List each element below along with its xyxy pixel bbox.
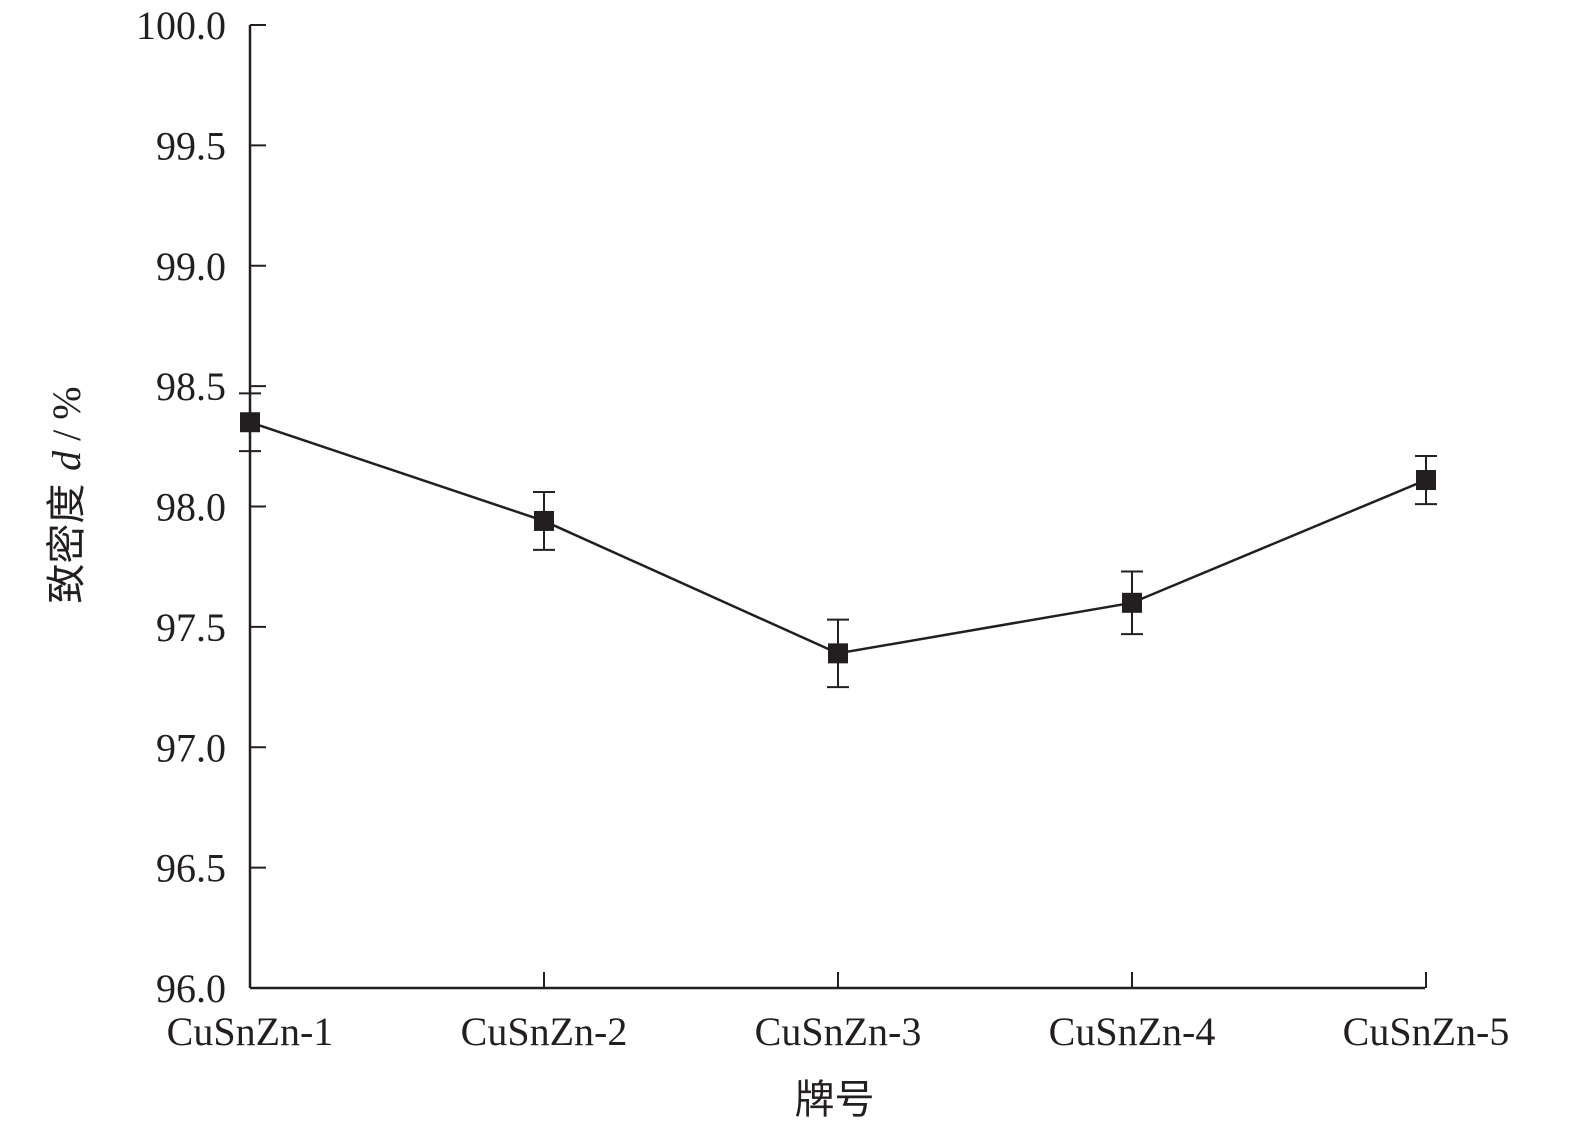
y-tick-label: 100.0 bbox=[136, 3, 226, 48]
y-tick-label: 97.0 bbox=[156, 725, 226, 770]
series-density bbox=[239, 392, 1437, 689]
data-point-marker bbox=[240, 412, 260, 433]
data-point-marker bbox=[1416, 470, 1436, 491]
y-tick-label: 99.5 bbox=[156, 123, 226, 168]
x-tick-label: CuSnZn-4 bbox=[1049, 1009, 1216, 1054]
y-tick-label: 97.5 bbox=[156, 605, 226, 650]
y-tick-label: 99.0 bbox=[156, 244, 226, 289]
x-axis-title: 牌号 bbox=[795, 1077, 875, 1123]
y-tick-label: 96.0 bbox=[156, 966, 226, 1011]
x-axis-ticks: CuSnZn-1 CuSnZn-2 CuSnZn-3 CuSnZn-4 CuSnZn-5 bbox=[167, 972, 1510, 1054]
x-tick-label: CuSnZn-1 bbox=[167, 1009, 334, 1054]
x-tick-label: CuSnZn-2 bbox=[461, 1009, 628, 1054]
y-tick-label: 98.0 bbox=[156, 485, 226, 530]
y-axis-title-prefix: 致密度 bbox=[44, 471, 90, 604]
y-tick-label: 96.5 bbox=[156, 846, 226, 891]
y-axis-ticks: 96.0 96.5 97.0 97.5 98.0 98.5 99.0 99.5 100.0 bbox=[136, 3, 266, 1011]
x-tick-label: CuSnZn-5 bbox=[1343, 1009, 1510, 1054]
y-axis-title-symbol: d bbox=[44, 450, 89, 471]
x-tick-label: CuSnZn-3 bbox=[755, 1009, 922, 1054]
y-axis-title: 致密度 d / % bbox=[44, 386, 90, 603]
data-point-marker bbox=[1122, 592, 1142, 613]
data-point-marker bbox=[828, 643, 848, 664]
y-tick-label: 98.5 bbox=[156, 364, 226, 409]
data-point-marker bbox=[534, 510, 554, 531]
y-axis-title-suffix: / % bbox=[44, 386, 89, 450]
